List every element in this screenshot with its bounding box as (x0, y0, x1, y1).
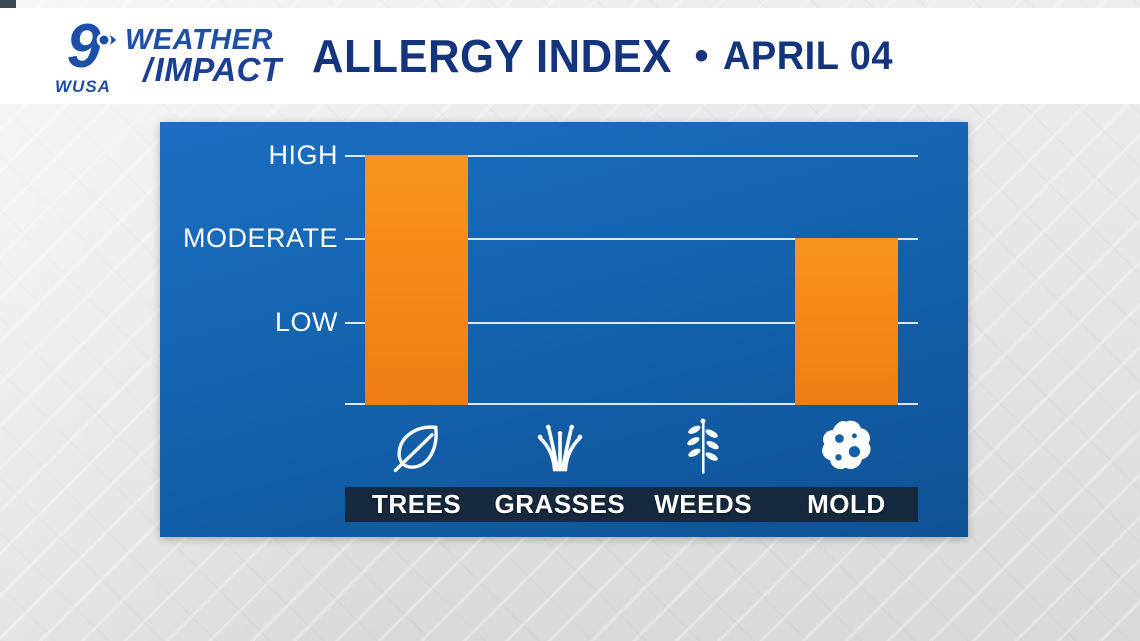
logo-number: 9 (66, 11, 102, 81)
gridline-baseline (345, 403, 918, 405)
bar-column-weeds (631, 122, 774, 405)
category-label-bar: TREES GRASSES WEEDS MOLD (345, 487, 918, 522)
cbs-eye-icon (91, 32, 116, 47)
leaf-icon (393, 425, 438, 473)
date-label: APRIL 04 (722, 33, 893, 78)
gridline-high (345, 155, 918, 157)
mold-icon-cell (775, 410, 918, 484)
bar-column-grasses (488, 122, 631, 405)
bar-column-trees (345, 122, 488, 405)
category-label-mold: MOLD (807, 489, 886, 519)
gridline-moderate (345, 238, 918, 240)
category-label-trees: TREES (372, 489, 462, 519)
category-label-weeds: WEEDS (654, 489, 753, 519)
brand-impact: IMPACT (154, 51, 282, 89)
wusa9-logo: 9 WUSA (55, 15, 116, 96)
mold-icon (822, 420, 871, 470)
header-bar: 9 WUSA WEATHER / IMPACT ALLERGY INDEX • … (0, 8, 1140, 104)
title-separator: • (694, 34, 709, 78)
brand-slash: / (142, 51, 153, 89)
weather-impact-logo: WEATHER / IMPACT (124, 23, 282, 89)
ytick-moderate: MODERATE (182, 223, 338, 253)
brand-impact-line: / IMPACT (142, 51, 282, 89)
bar (795, 238, 898, 405)
weed-icon (687, 418, 719, 474)
ytick-low: LOW (274, 307, 338, 337)
logo-nine-wrap: 9 (67, 15, 116, 77)
allergy-index-chart: HIGH MODERATE LOW (160, 122, 968, 537)
brand-weather: WEATHER (124, 23, 273, 56)
logo-station: WUSA (55, 76, 111, 96)
grasses-icon-cell (488, 410, 631, 484)
bar (365, 155, 468, 405)
plot-area (345, 122, 918, 405)
ytick-high: HIGH (268, 140, 338, 170)
category-label-grasses: GRASSES (494, 489, 626, 519)
grass-icon (537, 424, 583, 472)
gridline-low (345, 322, 918, 324)
bar-column-mold (775, 122, 918, 405)
category-icons-row (345, 410, 918, 484)
trees-icon-cell (345, 410, 488, 484)
page-title: ALLERGY INDEX (311, 30, 672, 82)
weeds-icon-cell (632, 410, 775, 484)
